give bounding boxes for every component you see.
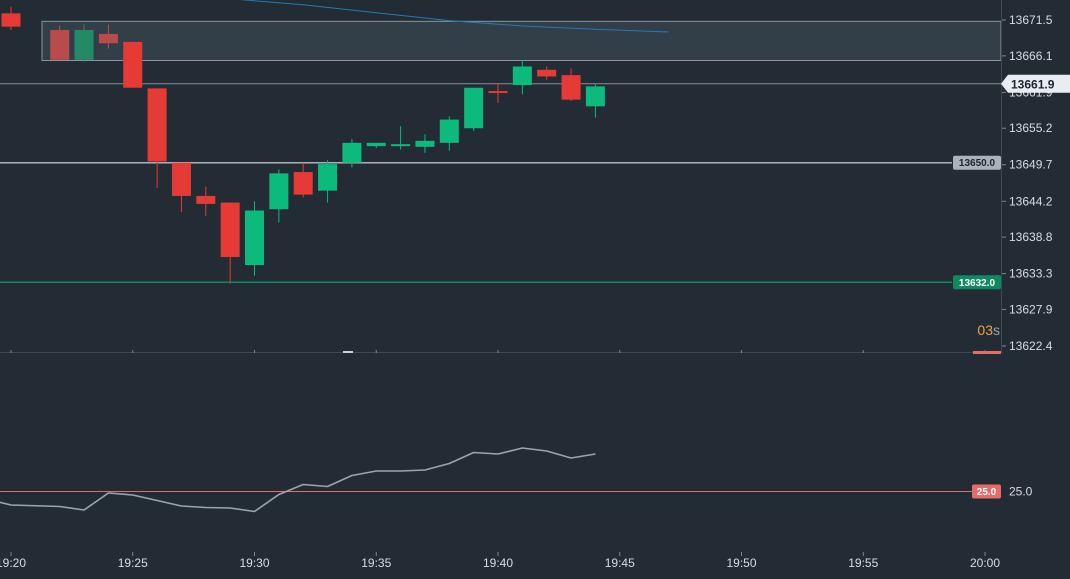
time-axis: 19:20 19:25 19:30 19:35 19:40 19:45 19:50 19:55… <box>0 350 1000 570</box>
candle[interactable] <box>585 84 605 118</box>
time-tick-label: 19:50 <box>726 556 756 570</box>
time-tick-label: 20:00 <box>970 556 1000 570</box>
candle[interactable] <box>147 88 167 188</box>
candle[interactable] <box>98 24 118 49</box>
candle-body <box>220 202 240 258</box>
price-level-label: 13632.0 <box>959 278 996 289</box>
candle-body <box>1 13 21 27</box>
time-tick-label: 19:20 <box>0 556 26 570</box>
candle-body <box>123 41 143 88</box>
candle[interactable] <box>220 202 240 284</box>
candle-body <box>196 195 216 204</box>
price-panel[interactable]: 13671.5 13666.1 13661.9 13655.2 13649.7 13644… <box>0 0 1070 354</box>
candle[interactable] <box>50 25 70 60</box>
price-tick-label: 13649.7 <box>1009 158 1053 172</box>
candle-body <box>342 142 362 163</box>
candle-body <box>512 66 532 86</box>
price-level-label: 13650.0 <box>959 158 996 169</box>
candle-body <box>318 164 338 191</box>
candle[interactable] <box>293 162 313 198</box>
candle[interactable] <box>74 23 94 62</box>
price-level-tag <box>953 275 1001 290</box>
price-level-tag <box>953 155 1001 170</box>
price-tick-label: 13633.3 <box>1009 267 1053 281</box>
candle-body <box>561 75 581 100</box>
current-price-label: 13661.9 <box>1011 78 1055 92</box>
candle[interactable] <box>561 68 581 102</box>
candle[interactable] <box>269 169 289 223</box>
candle[interactable] <box>342 138 362 168</box>
candle-body <box>488 91 508 94</box>
candle[interactable] <box>391 126 411 150</box>
time-tick-label: 19:45 <box>605 556 635 570</box>
candle[interactable] <box>171 162 191 212</box>
moving-average-curve <box>239 0 669 33</box>
candle[interactable] <box>123 41 143 88</box>
countdown-unit: s <box>993 322 1000 338</box>
candle[interactable] <box>512 59 532 95</box>
countdown-value: 03 <box>977 322 993 338</box>
candle[interactable] <box>1 6 21 30</box>
price-axis: 13671.5 13666.1 13661.9 13655.2 13649.7 13644… <box>1002 13 1053 353</box>
candle[interactable] <box>415 134 435 153</box>
indicator-level-tag <box>972 484 1001 499</box>
candle[interactable] <box>318 160 338 203</box>
price-tick-label: 13622.4 <box>1009 339 1053 353</box>
candle-body <box>147 88 167 162</box>
indicator-line <box>0 447 596 513</box>
current-price-tag <box>1001 74 1070 93</box>
indicator-panel[interactable]: 25.0 25.0 <box>0 447 1033 513</box>
time-tick-label: 19:35 <box>361 556 391 570</box>
indicator-level-tag-text: 25.0 <box>977 487 997 498</box>
candle[interactable] <box>366 142 386 149</box>
candle-countdown: 03s <box>960 322 1000 338</box>
time-tick-label: 19:30 <box>239 556 269 570</box>
price-tick-label: 13671.5 <box>1009 13 1053 27</box>
candle[interactable] <box>537 66 557 80</box>
time-tick-label: 19:40 <box>483 556 513 570</box>
candle-body <box>293 172 313 195</box>
price-tick-label: 13644.2 <box>1009 194 1053 208</box>
candle[interactable] <box>488 83 508 103</box>
price-tick-label: 13627.9 <box>1009 302 1053 316</box>
candle-body <box>464 87 484 129</box>
candle-body <box>98 33 118 44</box>
candle[interactable] <box>439 116 459 151</box>
candle-body <box>585 86 605 107</box>
candle-body <box>50 29 70 60</box>
candle-body <box>391 144 411 147</box>
candle-body <box>415 140 435 147</box>
time-tick-label: 19:55 <box>848 556 878 570</box>
candle[interactable] <box>196 186 216 216</box>
candle-body <box>366 142 386 147</box>
indicator-level-label: 25.0 <box>1009 485 1033 499</box>
price-tick-label: 13655.2 <box>1009 121 1053 135</box>
candle-body <box>269 173 289 210</box>
price-zone <box>41 20 1002 62</box>
candle-body <box>171 162 191 196</box>
candle[interactable] <box>245 201 264 276</box>
candle-body <box>439 119 459 143</box>
candle[interactable] <box>464 87 484 131</box>
candle-body <box>245 210 264 265</box>
candle-body <box>537 69 557 77</box>
price-tick-label: 13666.1 <box>1009 49 1053 63</box>
time-tick-label: 19:25 <box>118 556 148 570</box>
price-tick-label: 13638.8 <box>1009 230 1053 244</box>
candle-body <box>74 29 94 60</box>
candles-group <box>1 6 605 284</box>
price-axis-marker <box>973 351 1001 354</box>
